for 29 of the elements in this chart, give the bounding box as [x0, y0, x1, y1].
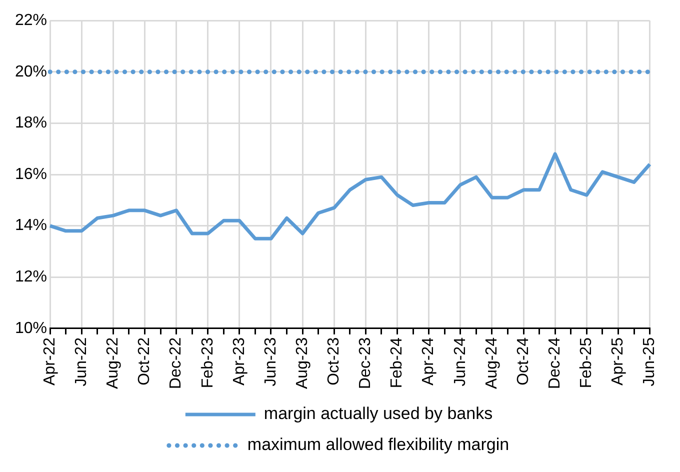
x-tick-label: Jun-24 [452, 337, 469, 386]
legend-label: margin actually used by banks [264, 404, 493, 424]
y-tick-label: 18% [14, 114, 48, 132]
x-tick-label: Feb-23 [199, 337, 216, 388]
y-tick-label: 16% [14, 166, 48, 183]
x-tick-label: Jun-25 [641, 337, 658, 386]
x-tick-label: Apr-24 [420, 337, 438, 386]
x-tick-label: Aug-24 [483, 337, 500, 389]
x-tick-label: Apr-22 [41, 337, 58, 386]
legend-label: maximum allowed flexibility margin [247, 435, 510, 454]
y-tick-label: 14% [14, 217, 48, 234]
x-tick-label: Aug-22 [104, 337, 122, 389]
x-tick-label: Dec-22 [168, 337, 185, 389]
x-tick-label: Oct-24 [514, 337, 532, 386]
y-tick-label: 20% [14, 63, 48, 80]
x-tick-label: Dec-24 [546, 337, 564, 389]
y-tick-label: 22% [14, 12, 48, 30]
y-tick-label: 10% [14, 320, 48, 337]
x-tick-label: Oct-22 [136, 337, 154, 386]
x-tick-label: Aug-23 [294, 337, 311, 389]
x-tick-label: Jun-23 [262, 337, 280, 386]
x-tick-label: Apr-25 [610, 337, 627, 386]
y-tick-label: 12% [14, 268, 48, 286]
x-tick-label: Feb-25 [578, 337, 596, 388]
x-tick-label: Oct-23 [326, 337, 343, 386]
x-tick-label: Jun-22 [72, 337, 90, 386]
x-tick-label: Feb-24 [388, 337, 406, 388]
x-tick-label: Apr-23 [230, 337, 248, 386]
x-tick-label: Dec-23 [357, 337, 374, 389]
